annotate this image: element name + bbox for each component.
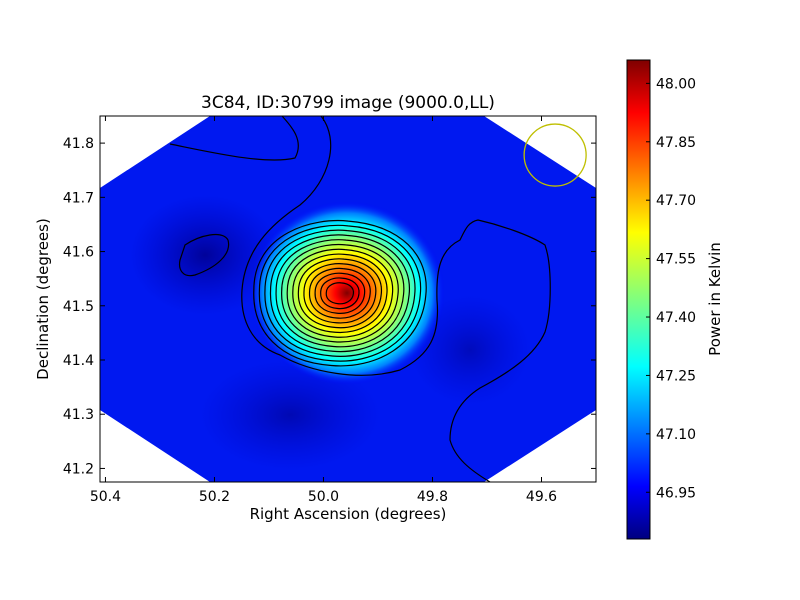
y-axis-label: Declination (degrees) bbox=[34, 218, 52, 380]
colorbar-tick-label: 47.85 bbox=[656, 135, 696, 151]
source-contour bbox=[264, 229, 416, 357]
x-axis-label: Right Ascension (degrees) bbox=[250, 505, 447, 523]
colorbar-tick-label: 47.10 bbox=[656, 427, 696, 443]
source-contour bbox=[303, 263, 377, 324]
source-contour bbox=[275, 239, 405, 348]
colorbar-tick-label: 47.70 bbox=[656, 193, 696, 209]
x-tick-label: 50.4 bbox=[90, 489, 121, 505]
source-contour bbox=[269, 234, 410, 353]
colorbar-tick-label: 48.00 bbox=[656, 76, 696, 92]
plot-frame bbox=[99, 115, 597, 483]
y-tick-label: 41.6 bbox=[63, 245, 94, 261]
outer-contour bbox=[241, 116, 551, 482]
y-axis-ticks: 41.2 41.3 41.4 41.5 41.6 41.7 41.8 bbox=[63, 136, 596, 477]
source-contour bbox=[320, 277, 360, 310]
x-tick-label: 50.2 bbox=[199, 489, 230, 505]
colorbar-label: Power in Kelvin bbox=[706, 242, 724, 356]
x-tick-label: 49.8 bbox=[417, 489, 448, 505]
x-tick-label: 49.6 bbox=[526, 489, 557, 505]
source-contour bbox=[286, 248, 394, 338]
source-contour bbox=[258, 224, 422, 362]
y-tick-label: 41.5 bbox=[63, 299, 94, 315]
colorbar-tick-label: 47.55 bbox=[656, 252, 696, 268]
colorbar-tick-label: 46.95 bbox=[656, 485, 696, 501]
colorbar bbox=[626, 59, 651, 540]
source-emission bbox=[249, 201, 445, 385]
x-axis-ticks: 50.4 50.2 50.0 49.8 49.6 bbox=[90, 116, 557, 505]
x-tick-label: 50.0 bbox=[308, 489, 339, 505]
minimum-contour bbox=[178, 233, 230, 277]
source-contour bbox=[297, 258, 382, 329]
source-contour bbox=[292, 253, 388, 334]
source-contour bbox=[308, 267, 371, 319]
chart-title: 3C84, ID:30799 image (9000.0,LL) bbox=[201, 93, 495, 113]
source-contour bbox=[314, 272, 366, 314]
y-tick-label: 41.2 bbox=[63, 461, 94, 477]
source-contour bbox=[325, 282, 354, 305]
depression-region bbox=[200, 360, 380, 470]
beam-circle bbox=[523, 123, 587, 187]
outer-contour bbox=[169, 116, 299, 161]
source-contour bbox=[281, 243, 399, 343]
colorbar-ticks: 46.95 47.10 47.25 47.40 47.55 47.70 47.85 48.00 bbox=[646, 76, 696, 501]
contour-lines bbox=[169, 116, 551, 482]
y-tick-label: 41.7 bbox=[63, 190, 94, 206]
colorbar-tick-label: 47.40 bbox=[656, 310, 696, 326]
y-tick-label: 41.4 bbox=[63, 353, 94, 369]
y-tick-label: 41.3 bbox=[63, 407, 94, 423]
y-tick-label: 41.8 bbox=[63, 136, 94, 152]
intensity-map bbox=[100, 116, 596, 482]
source-contour bbox=[253, 219, 427, 367]
depression-region bbox=[410, 295, 530, 405]
colorbar-tick-label: 47.25 bbox=[656, 368, 696, 384]
